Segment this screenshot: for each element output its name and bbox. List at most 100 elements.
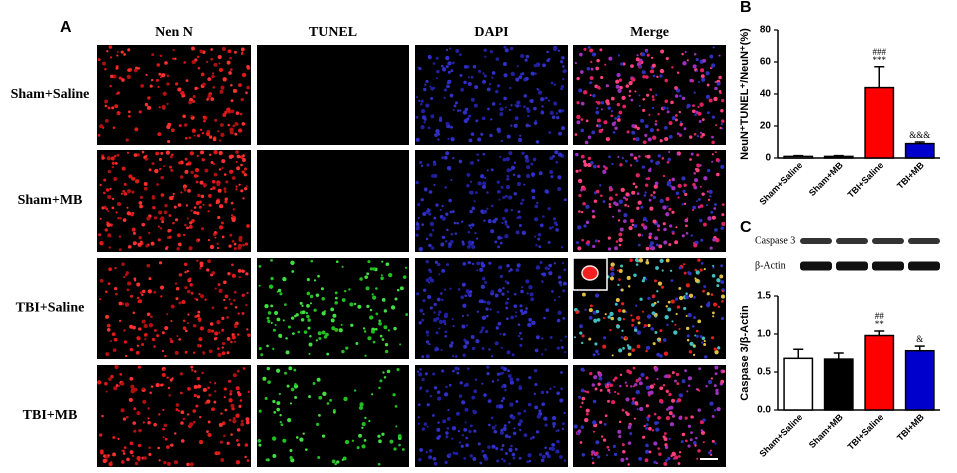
- cell-dot: [691, 109, 696, 114]
- cell-dot: [151, 337, 156, 342]
- cell-dot: [474, 232, 477, 235]
- cell-dot: [306, 278, 310, 282]
- cell-dot: [468, 224, 472, 227]
- cell-dot: [719, 274, 724, 279]
- cell-dot: [383, 325, 388, 330]
- cell-dot: [276, 407, 281, 412]
- blot-band: [800, 261, 832, 271]
- cell-dot: [525, 279, 530, 284]
- cell-dot: [228, 379, 232, 383]
- cell-dot: [614, 246, 618, 251]
- cell-dot: [717, 305, 721, 309]
- cell-dot: [218, 62, 221, 65]
- cell-dot: [449, 343, 453, 348]
- cell-dot: [615, 240, 619, 243]
- cell-dot: [137, 67, 141, 70]
- cell-dot: [318, 395, 323, 400]
- cell-dot: [198, 200, 202, 204]
- cell-dot: [667, 456, 671, 461]
- cell-dot: [118, 301, 123, 306]
- cell-dot: [721, 300, 724, 303]
- cell-dot: [490, 168, 494, 172]
- cell-dot: [549, 387, 552, 390]
- cell-dot: [182, 319, 186, 323]
- cell-dot: [690, 152, 694, 156]
- cell-dot: [437, 396, 442, 401]
- cell-dot: [631, 401, 635, 405]
- cell-dot: [415, 233, 419, 237]
- cell-dot: [656, 224, 661, 228]
- cell-dot: [238, 404, 242, 408]
- cell-dot: [170, 168, 174, 172]
- cell-dot: [207, 210, 210, 213]
- cell-dot: [474, 378, 478, 381]
- cell-dot: [721, 119, 725, 123]
- cell-dot: [201, 371, 204, 375]
- image-background: [415, 150, 568, 252]
- cell-dot: [618, 232, 623, 237]
- cell-dot: [467, 261, 471, 265]
- cell-dot: [656, 75, 659, 79]
- cell-dot: [214, 390, 217, 393]
- cell-dot: [655, 93, 658, 97]
- cell-dot: [451, 61, 455, 65]
- micrograph: [97, 150, 251, 252]
- cell-dot: [716, 284, 720, 288]
- cell-dot: [230, 433, 233, 437]
- cell-dot: [228, 71, 232, 75]
- cell-dot: [513, 123, 518, 128]
- cell-dot: [423, 120, 426, 124]
- cell-dot: [208, 194, 212, 198]
- cell-dot: [448, 198, 452, 203]
- cell-dot: [496, 127, 501, 132]
- cell-dot: [101, 414, 104, 418]
- cell-dot: [630, 218, 635, 223]
- cell-dot: [612, 131, 616, 134]
- cell-dot: [170, 443, 174, 447]
- cell-dot: [112, 452, 116, 457]
- cell-dot: [647, 414, 651, 418]
- cell-dot: [504, 452, 508, 455]
- cell-dot: [720, 123, 723, 126]
- cell-dot: [648, 232, 653, 236]
- cell-dot: [720, 164, 725, 169]
- cell-dot: [198, 205, 202, 209]
- cell-dot: [648, 426, 652, 431]
- cell-dot: [122, 449, 125, 453]
- cell-dot: [694, 178, 699, 183]
- cell-dot: [128, 174, 133, 179]
- cell-dot: [334, 301, 338, 305]
- cell-dot: [230, 83, 233, 87]
- cell-dot: [700, 430, 706, 435]
- cell-dot: [186, 270, 189, 273]
- cell-dot: [504, 434, 509, 438]
- cell-dot: [619, 163, 623, 167]
- cell-dot: [576, 114, 581, 120]
- cell-dot: [223, 396, 226, 399]
- cell-dot: [135, 350, 140, 355]
- cell-dot: [589, 81, 593, 85]
- cell-dot: [486, 300, 491, 305]
- cell-dot: [210, 57, 214, 61]
- cell-dot: [139, 195, 143, 199]
- cell-dot: [115, 292, 118, 296]
- column-header: TUNEL: [309, 25, 357, 40]
- cell-dot: [196, 314, 200, 318]
- cell-dot: [158, 459, 161, 462]
- cell-dot: [343, 289, 347, 293]
- cell-dot: [553, 299, 557, 302]
- cell-dot: [119, 373, 123, 376]
- cell-dot: [469, 424, 473, 428]
- cell-dot: [174, 282, 178, 285]
- cell-dot: [133, 407, 137, 411]
- cell-dot: [519, 134, 522, 137]
- cell-dot: [624, 203, 627, 207]
- cell-dot: [153, 422, 157, 427]
- cell-dot: [211, 74, 215, 79]
- cell-dot: [177, 87, 182, 92]
- cell-dot: [123, 340, 128, 344]
- cell-dot: [215, 201, 219, 205]
- cell-dot: [600, 108, 603, 111]
- cell-dot: [287, 417, 292, 423]
